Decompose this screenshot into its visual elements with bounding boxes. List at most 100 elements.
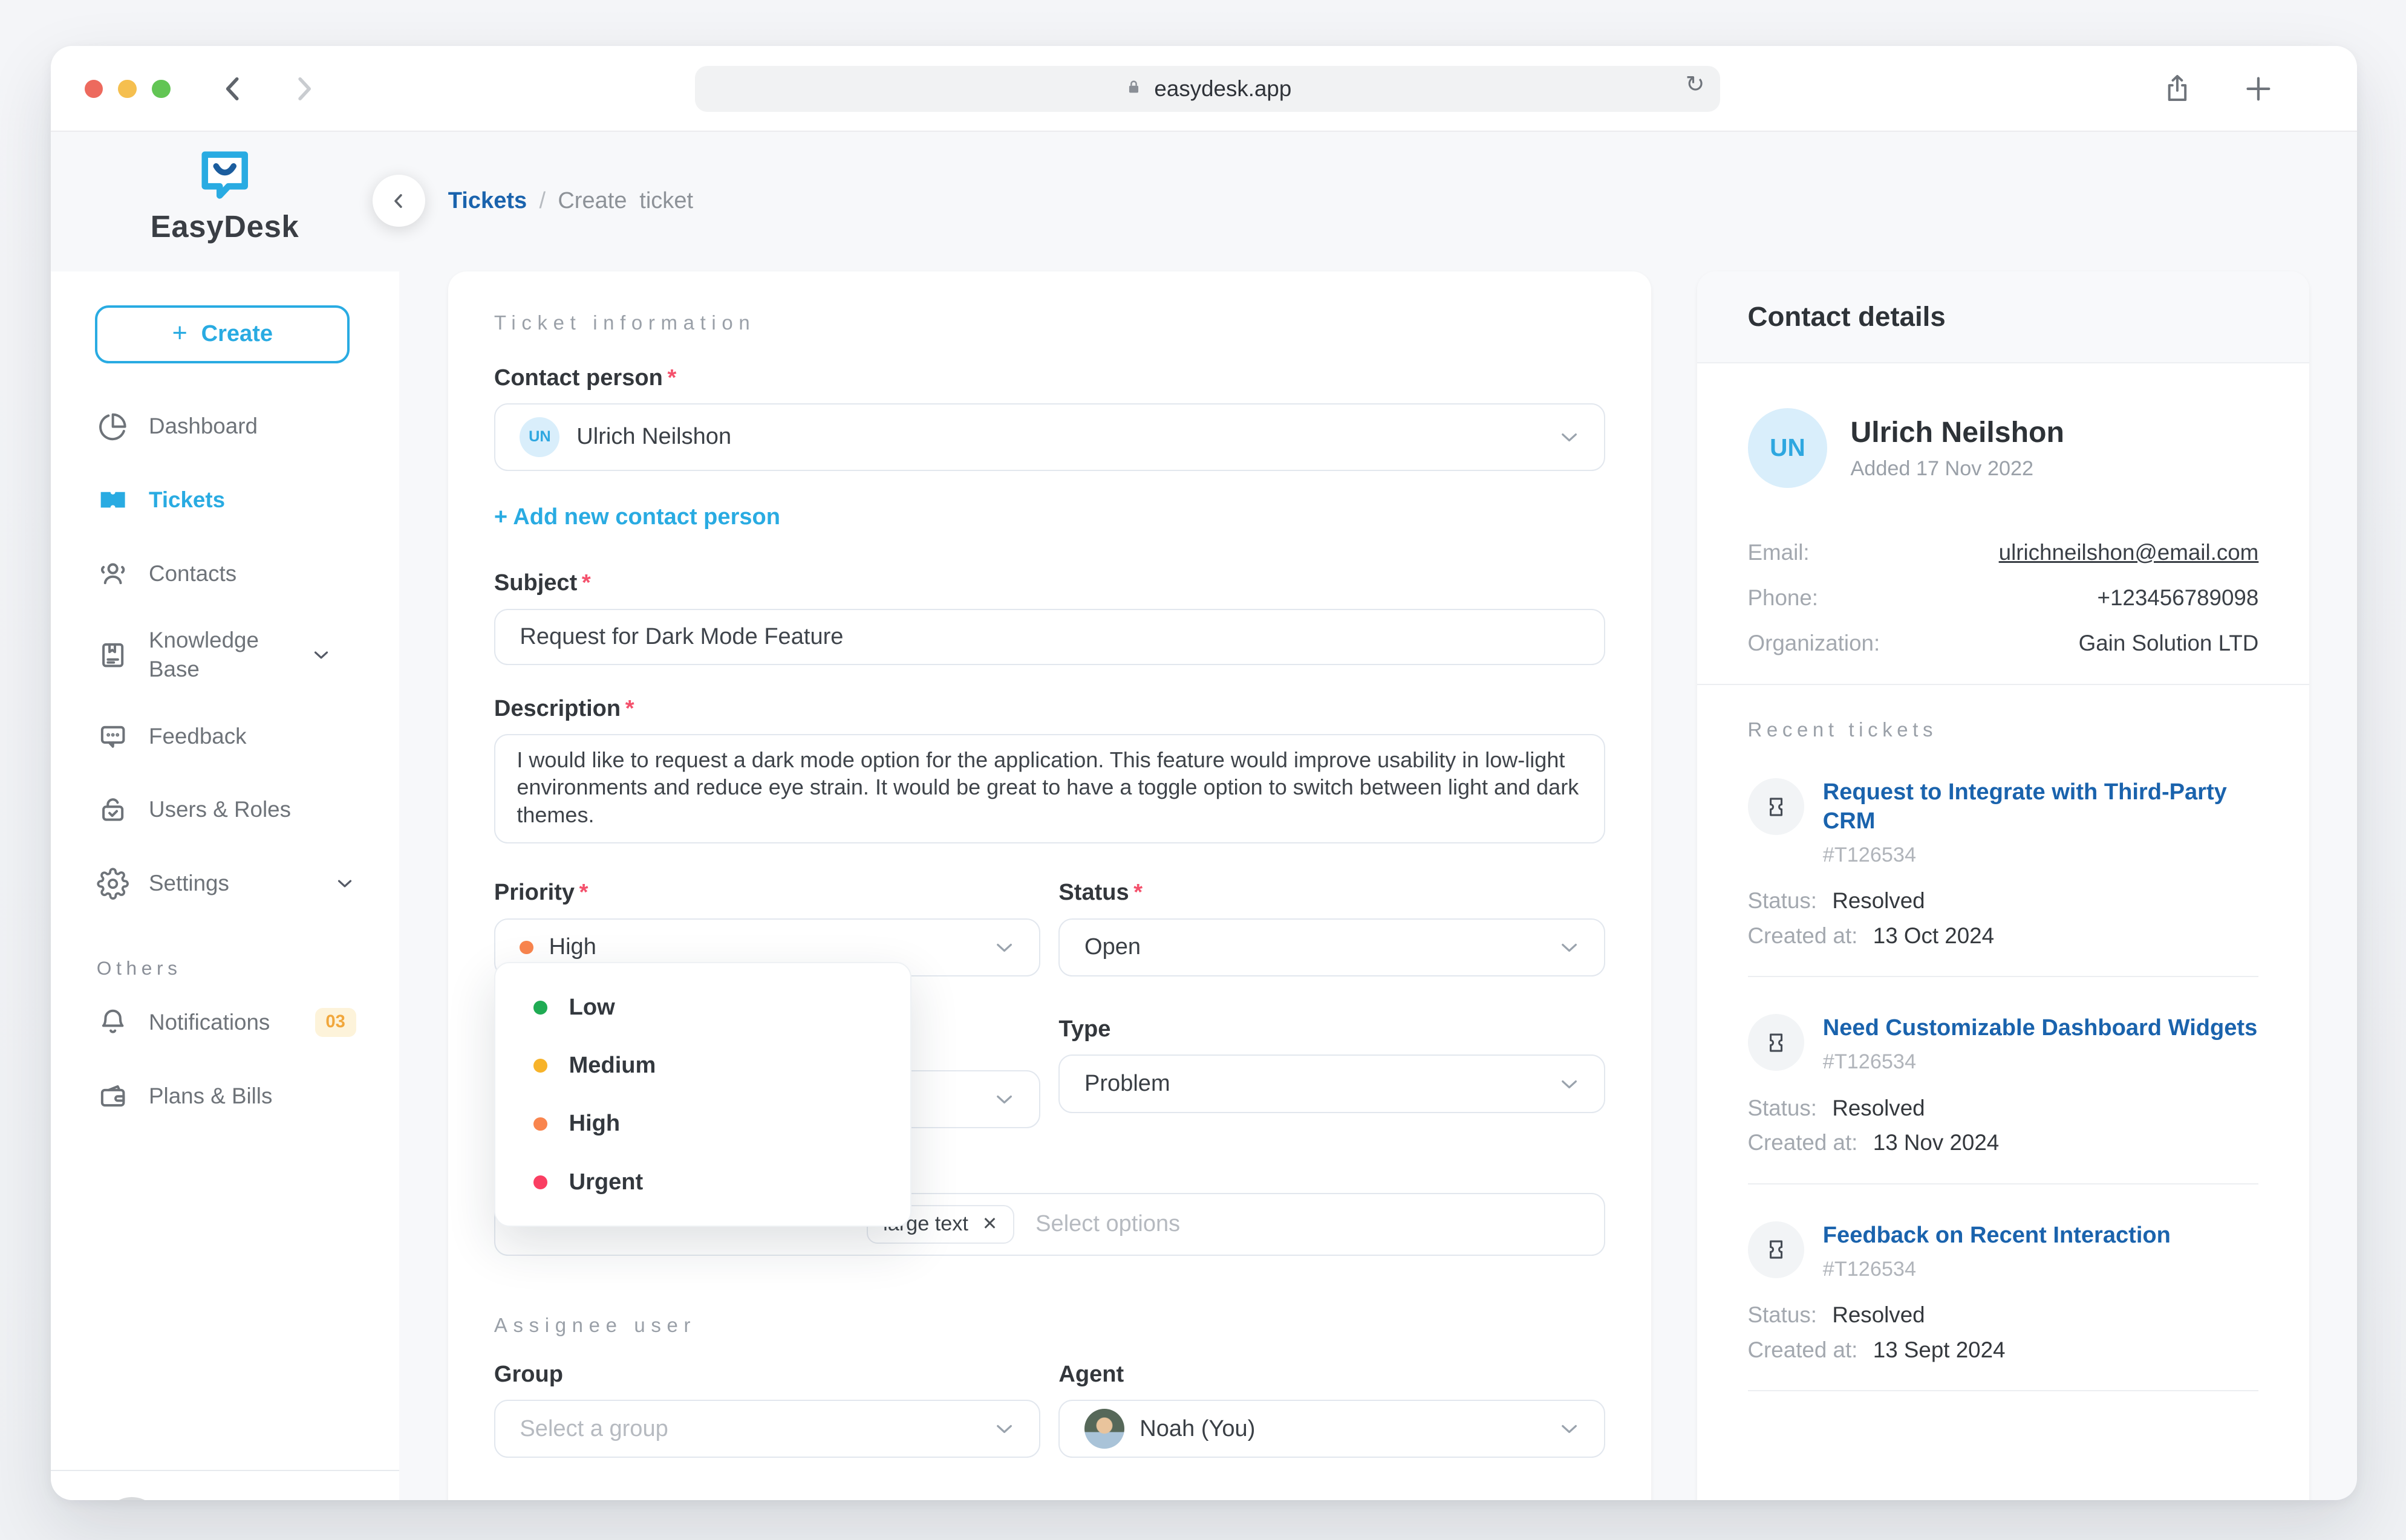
sidebar-item-label: Plans & Bills	[149, 1083, 273, 1108]
app-logo: EasyDesk	[51, 132, 399, 271]
easydesk-logo-icon	[194, 144, 255, 205]
remove-tag-icon[interactable]: ✕	[982, 1213, 998, 1235]
sidebar-collapse-button[interactable]	[373, 175, 425, 227]
sidebar-item-dashboard[interactable]: Dashboard	[51, 389, 399, 463]
reload-icon[interactable]: ↻	[1685, 71, 1705, 97]
chevron-down-icon	[991, 1416, 1017, 1442]
ticket-divider	[1747, 1183, 2259, 1184]
chevron-down-icon	[991, 1086, 1017, 1112]
sidebar-item-plans-bills[interactable]: Plans & Bills	[51, 1059, 399, 1133]
sidebar-item-users-roles[interactable]: Users & Roles	[51, 773, 399, 847]
priority-dropdown-menu: Low Medium High Urgent	[494, 961, 911, 1227]
lock-check-icon	[97, 794, 129, 826]
sidebar-item-notifications[interactable]: Notifications 03	[51, 986, 399, 1059]
priority-option-urgent[interactable]: Urgent	[495, 1153, 910, 1211]
app-content: EasyDesk Tickets / Create ticket + Creat…	[50, 132, 2357, 1501]
breadcrumb-tickets-link[interactable]: Tickets	[448, 187, 527, 213]
breadcrumb: Tickets / Create ticket	[448, 183, 693, 219]
sidebar-item-tickets[interactable]: Tickets	[51, 463, 399, 537]
contact-person-summary: UN Ulrich Neilshon Added 17 Nov 2022	[1747, 408, 2259, 488]
tags-multiselect[interactable]: large text ✕ Select options	[494, 1192, 1605, 1256]
add-new-contact-link[interactable]: + Add new contact person	[494, 504, 781, 530]
priority-option-low[interactable]: Low	[495, 978, 910, 1036]
ticket-title-link[interactable]: Feedback on Recent Interaction	[1822, 1222, 2171, 1248]
contacts-icon	[97, 557, 129, 590]
chevron-down-icon	[310, 643, 333, 666]
chevron-down-icon	[1556, 424, 1582, 450]
status-select[interactable]: Open	[1058, 918, 1605, 977]
minimize-window-button[interactable]	[118, 79, 137, 99]
sidebar-nav: Dashboard Tickets Contacts	[51, 389, 399, 1132]
share-icon[interactable]	[2160, 72, 2194, 106]
close-window-button[interactable]	[84, 79, 103, 99]
priority-dot-icon	[533, 1117, 548, 1131]
agent-select[interactable]: Noah (You)	[1058, 1400, 1605, 1458]
priority-dot-icon	[520, 940, 534, 955]
ticket-divider	[1747, 976, 2259, 977]
panel-divider	[1697, 683, 2310, 685]
sidebar-item-label: Knowledge Base	[149, 628, 259, 682]
description-textarea[interactable]: I would like to request a dark mode opti…	[494, 734, 1605, 843]
ticket-status: Resolved	[1832, 1095, 1925, 1120]
contact-name: Ulrich Neilshon	[1850, 415, 2064, 449]
book-icon	[97, 639, 129, 671]
sidebar-item-label: Tickets	[149, 487, 226, 513]
ticket-title-link[interactable]: Need Customizable Dashboard Widgets	[1822, 1015, 2258, 1041]
priority-option-high[interactable]: High	[495, 1095, 910, 1153]
contact-initials-avatar: UN	[1747, 408, 1828, 488]
agent-photo-avatar	[1084, 1409, 1124, 1449]
ticket-created: 13 Nov 2024	[1873, 1130, 2000, 1155]
ticket-outline-icon	[1747, 1221, 1805, 1278]
contact-details-panel: Contact details UN Ulrich Neilshon Added…	[1697, 271, 2310, 1501]
new-tab-icon[interactable]	[2241, 72, 2275, 106]
priority-option-medium[interactable]: Medium	[495, 1036, 910, 1094]
pie-chart-icon	[97, 411, 129, 443]
gear-icon	[97, 867, 129, 900]
priority-value: High	[549, 934, 596, 960]
contact-initials-avatar: UN	[520, 417, 560, 457]
contact-person-select[interactable]: UN Ulrich Neilshon	[494, 403, 1605, 471]
subject-label: Subject *	[494, 570, 591, 596]
browser-toolbar: easydesk.app ↻	[50, 46, 2357, 132]
sidebar-item-knowledge-base[interactable]: Knowledge Base	[51, 611, 399, 700]
sidebar-item-label: Users & Roles	[149, 797, 291, 822]
contact-person-label: Contact person *	[494, 365, 677, 391]
user-avatar[interactable]	[102, 1496, 161, 1501]
feedback-icon	[97, 720, 129, 752]
subject-input[interactable]: Request for Dark Mode Feature	[494, 608, 1605, 666]
ticket-title-link[interactable]: Request to Integrate with Third-Party CR…	[1822, 779, 2227, 834]
create-ticket-form: Ticket information Contact person * UN Ul…	[448, 271, 1651, 1501]
contact-added-date: Added 17 Nov 2022	[1850, 456, 2034, 480]
forward-icon[interactable]	[287, 72, 321, 106]
sidebar: + Create Dashboard Tickets	[50, 271, 399, 1501]
zoom-window-button[interactable]	[152, 79, 171, 99]
back-icon[interactable]	[217, 72, 250, 106]
ticket-outline-icon	[1747, 1014, 1805, 1071]
type-label: Type	[1058, 1016, 1111, 1042]
contact-details-title: Contact details	[1697, 271, 2310, 364]
sidebar-item-label: Contacts	[149, 560, 237, 586]
ticket-status: Resolved	[1832, 888, 1925, 914]
contact-email-link[interactable]: ulrichneilshon@email.com	[1998, 539, 2259, 565]
sidebar-item-contacts[interactable]: Contacts	[51, 537, 399, 611]
type-select[interactable]: Problem	[1058, 1054, 1605, 1113]
sidebar-item-feedback[interactable]: Feedback	[51, 700, 399, 773]
sidebar-item-settings[interactable]: Settings	[51, 846, 399, 920]
chevron-down-icon	[1556, 1071, 1582, 1097]
create-button-label: Create	[201, 321, 273, 347]
ticket-created: 13 Sept 2024	[1873, 1337, 2006, 1362]
ticket-outline-icon	[1747, 778, 1805, 836]
required-asterisk: *	[1133, 880, 1143, 906]
status-value: Open	[1084, 934, 1141, 960]
sidebar-item-label: Feedback	[149, 723, 247, 749]
recent-ticket-item: Need Customizable Dashboard Widgets #T12…	[1747, 1014, 2259, 1184]
group-select[interactable]: Select a group	[494, 1400, 1040, 1458]
recent-ticket-item: Request to Integrate with Third-Party CR…	[1747, 778, 2259, 977]
create-button[interactable]: + Create	[95, 305, 350, 364]
sidebar-item-label: Notifications	[149, 1010, 270, 1035]
address-bar[interactable]: easydesk.app ↻	[695, 66, 1720, 112]
url-text: easydesk.app	[1154, 76, 1292, 102]
sidebar-item-label: Settings	[149, 871, 229, 896]
notification-count-badge: 03	[315, 1007, 356, 1038]
